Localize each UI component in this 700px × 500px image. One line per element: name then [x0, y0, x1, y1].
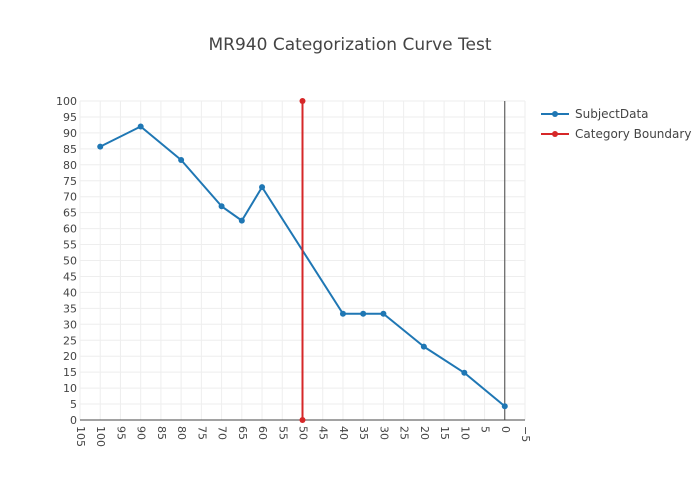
x-tick-label: 75: [195, 426, 208, 440]
x-tick-label: 105: [74, 426, 87, 447]
data-point: [238, 217, 245, 224]
data-point: [299, 98, 306, 104]
x-tick-label: 30: [377, 426, 390, 440]
legend-label: SubjectData: [575, 107, 649, 121]
y-tick-label: 10: [63, 382, 77, 395]
plot-series: [97, 98, 508, 423]
x-tick-label: 20: [418, 426, 431, 440]
y-tick-label: 15: [63, 366, 77, 379]
x-tick-label: 10: [458, 426, 471, 440]
y-tick-label: 70: [63, 191, 77, 204]
y-tick-label: 0: [70, 414, 77, 427]
data-point: [501, 403, 508, 410]
legend-label: Category Boundary: [575, 127, 691, 141]
x-tick-label: 25: [398, 426, 411, 440]
data-point: [259, 184, 266, 191]
chart-title: MR940 Categorization Curve Test: [209, 35, 492, 55]
x-tick-label: 0: [499, 426, 512, 433]
x-tick-label: 70: [216, 426, 229, 440]
x-tick-label: 95: [114, 426, 127, 440]
data-point: [299, 417, 306, 423]
x-tick-label: −5: [519, 426, 532, 442]
y-tick-label: 20: [63, 350, 77, 363]
legend-item[interactable]: SubjectData: [541, 107, 649, 121]
y-tick-label: 5: [70, 398, 77, 411]
legend: SubjectData Category Boundary: [541, 107, 691, 141]
data-point: [178, 157, 185, 164]
data-point: [137, 123, 144, 130]
x-tick-label: 40: [337, 426, 350, 440]
y-tick-label: 75: [63, 175, 77, 188]
series-1: [299, 98, 306, 423]
y-tick-label: 90: [63, 127, 77, 140]
axes: 0510152025303540455055606570758085909510…: [56, 95, 532, 447]
data-point: [461, 369, 468, 376]
y-tick-label: 100: [56, 95, 77, 108]
legend-item[interactable]: Category Boundary: [541, 127, 691, 141]
legend-swatch-marker: [552, 131, 558, 137]
y-tick-label: 80: [63, 159, 77, 172]
x-tick-label: 35: [357, 426, 370, 440]
data-point: [420, 343, 427, 350]
y-tick-label: 50: [63, 255, 77, 268]
y-tick-label: 45: [63, 270, 77, 283]
y-tick-label: 30: [63, 318, 77, 331]
data-point: [218, 203, 225, 210]
data-point: [97, 143, 104, 150]
x-tick-label: 85: [155, 426, 168, 440]
y-tick-label: 35: [63, 302, 77, 315]
x-tick-label: 90: [135, 426, 148, 440]
x-tick-label: 5: [479, 426, 492, 433]
y-tick-label: 40: [63, 286, 77, 299]
x-tick-label: 50: [297, 426, 310, 440]
data-point: [380, 310, 387, 317]
x-tick-label: 45: [317, 426, 330, 440]
x-tick-label: 60: [256, 426, 269, 440]
x-tick-label: 100: [94, 426, 107, 447]
x-tick-label: 15: [438, 426, 451, 440]
legend-swatch-marker: [552, 111, 558, 117]
data-point: [339, 310, 346, 317]
x-tick-label: 55: [276, 426, 289, 440]
y-tick-label: 85: [63, 143, 77, 156]
x-tick-label: 65: [236, 426, 249, 440]
y-tick-label: 65: [63, 207, 77, 220]
x-tick-label: 80: [175, 426, 188, 440]
y-tick-label: 60: [63, 223, 77, 236]
y-tick-label: 25: [63, 334, 77, 347]
y-tick-label: 95: [63, 111, 77, 124]
y-tick-label: 55: [63, 239, 77, 252]
data-point: [360, 310, 367, 317]
